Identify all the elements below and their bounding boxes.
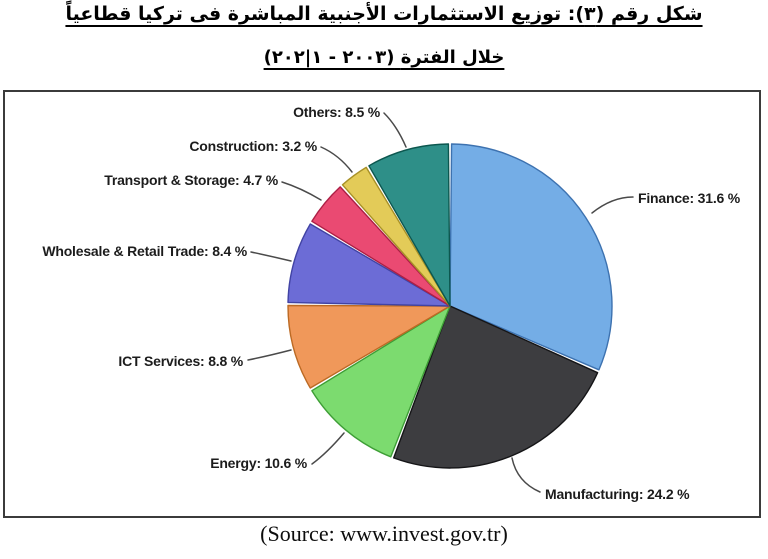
pie-slice-finance <box>449 143 613 371</box>
leader-line-finance <box>591 196 634 214</box>
pie-slice-transport-storage <box>311 186 451 307</box>
leader-line-ict-services <box>247 349 292 361</box>
pie-slice-wholesale-retail-trade <box>287 223 451 307</box>
pie-slice-construction <box>341 166 451 307</box>
pie-slice-others <box>368 143 451 307</box>
slice-label-transport-storage: Transport & Storage: 4.7 % <box>104 172 278 188</box>
slice-label-construction: Construction: 3.2 % <box>189 138 317 154</box>
leader-line-energy <box>311 432 345 465</box>
leader-line-wholesale-retail-trade <box>250 251 292 262</box>
figure-subtitle: خلال الفترة (٢٠٢|١ - ٢٠٠٣) <box>0 47 768 68</box>
slice-label-ict-services: ICT Services: 8.8 % <box>118 353 243 369</box>
pie-slice-energy <box>311 305 451 458</box>
figure-title: شكل رقم (٣): توزيع الاستثمارات الأجنبية … <box>0 3 768 25</box>
subtitle-text-ar: خلال الفترة <box>400 47 505 68</box>
slice-label-energy: Energy: 10.6 % <box>210 455 307 471</box>
figure-title-text: شكل رقم (٣): توزيع الاستثمارات الأجنبية … <box>65 3 703 25</box>
source-caption: (Source: www.invest.gov.tr) <box>260 521 508 546</box>
leader-line-others <box>383 112 407 148</box>
leader-line-manufacturing <box>511 457 541 493</box>
subtitle-period: (٢٠٢|١ - ٢٠٠٣) <box>263 47 395 68</box>
slice-label-wholesale-retail-trade: Wholesale & Retail Trade: 8.4 % <box>42 243 247 259</box>
leader-line-construction <box>320 146 353 173</box>
slice-label-finance: Finance: 31.6 % <box>638 190 741 206</box>
pie-slice-ict-services <box>287 304 451 389</box>
slice-label-others: Others: 8.5 % <box>293 104 380 120</box>
slice-label-manufacturing: Manufacturing: 24.2 % <box>545 486 690 502</box>
pie-slice-manufacturing <box>393 305 599 469</box>
leader-line-transport-storage <box>281 181 322 201</box>
